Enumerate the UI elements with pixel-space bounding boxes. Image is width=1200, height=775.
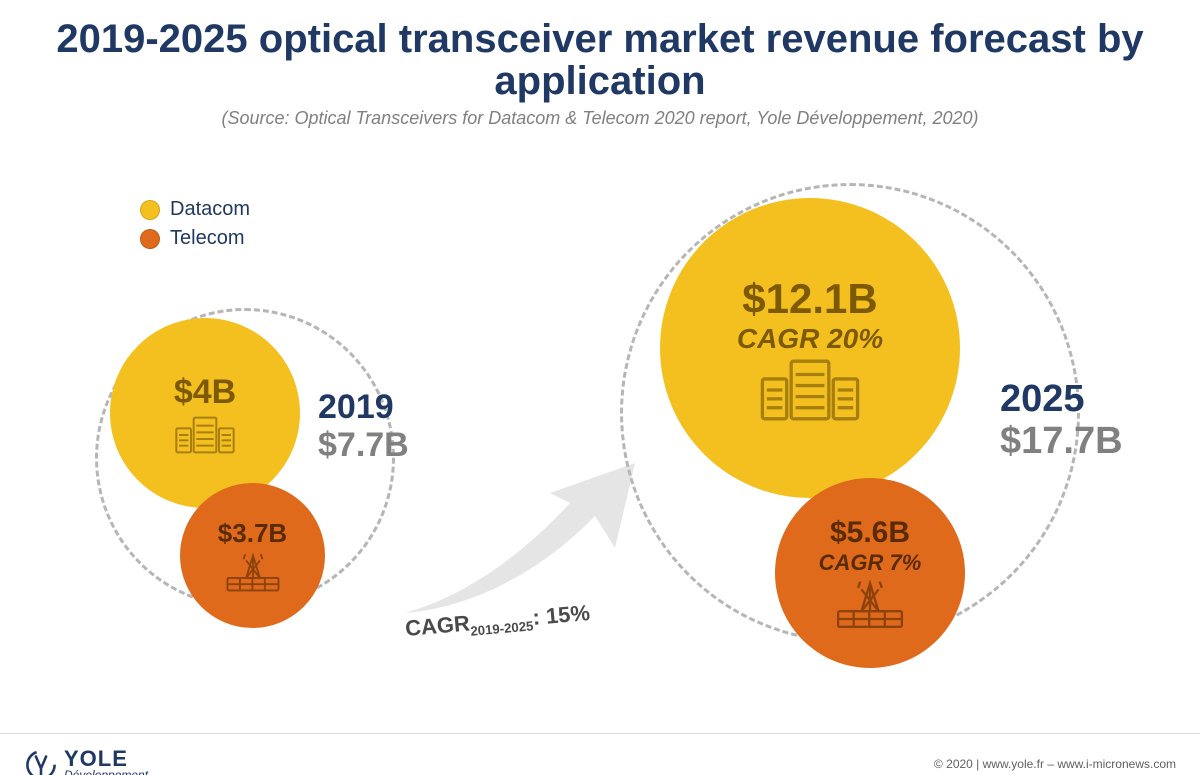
value-2019-telecom: $3.7B	[218, 518, 287, 549]
arrow-svg	[400, 458, 640, 618]
antenna-icon	[225, 553, 281, 593]
growth-arrow-icon	[400, 458, 640, 618]
brand-mark-icon	[24, 748, 58, 775]
brand-sub: Développement	[64, 768, 148, 775]
value-2025-datacom: $12.1B	[742, 275, 877, 323]
cagr-range: 2019-2025	[470, 618, 534, 638]
brand-logo: YOLE Développement	[24, 746, 148, 775]
year-2019-label: 2019	[318, 388, 394, 427]
chart-stage: $4B	[0, 18, 1200, 775]
value-2019-datacom: $4B	[174, 373, 236, 412]
cagr-2025-datacom: CAGR 20%	[737, 323, 883, 355]
year-2025-label: 2025	[1000, 378, 1085, 421]
footer: YOLE Développement © 2020 | www.yole.fr …	[0, 733, 1200, 775]
cagr-2025-telecom: CAGR 7%	[819, 550, 922, 576]
value-2025-telecom: $5.6B	[830, 516, 910, 550]
cagr-value: : 15%	[531, 600, 590, 630]
total-2025-label: $17.7B	[1000, 420, 1123, 463]
total-2019-label: $7.7B	[318, 426, 409, 465]
servers-icon	[175, 416, 235, 454]
footer-copyright: © 2020 | www.yole.fr – www.i-micronews.c…	[934, 757, 1176, 771]
bubble-2019-telecom: $3.7B	[180, 483, 325, 628]
servers-icon	[760, 359, 860, 421]
bubble-2025-telecom: $5.6B CAGR 7%	[775, 478, 965, 668]
bubble-2019-datacom: $4B	[110, 318, 300, 508]
antenna-icon	[835, 580, 905, 630]
cagr-prefix: CAGR	[404, 610, 471, 641]
bubble-2025-datacom: $12.1B CAGR 20%	[660, 198, 960, 498]
brand-text: YOLE Développement	[64, 746, 148, 775]
